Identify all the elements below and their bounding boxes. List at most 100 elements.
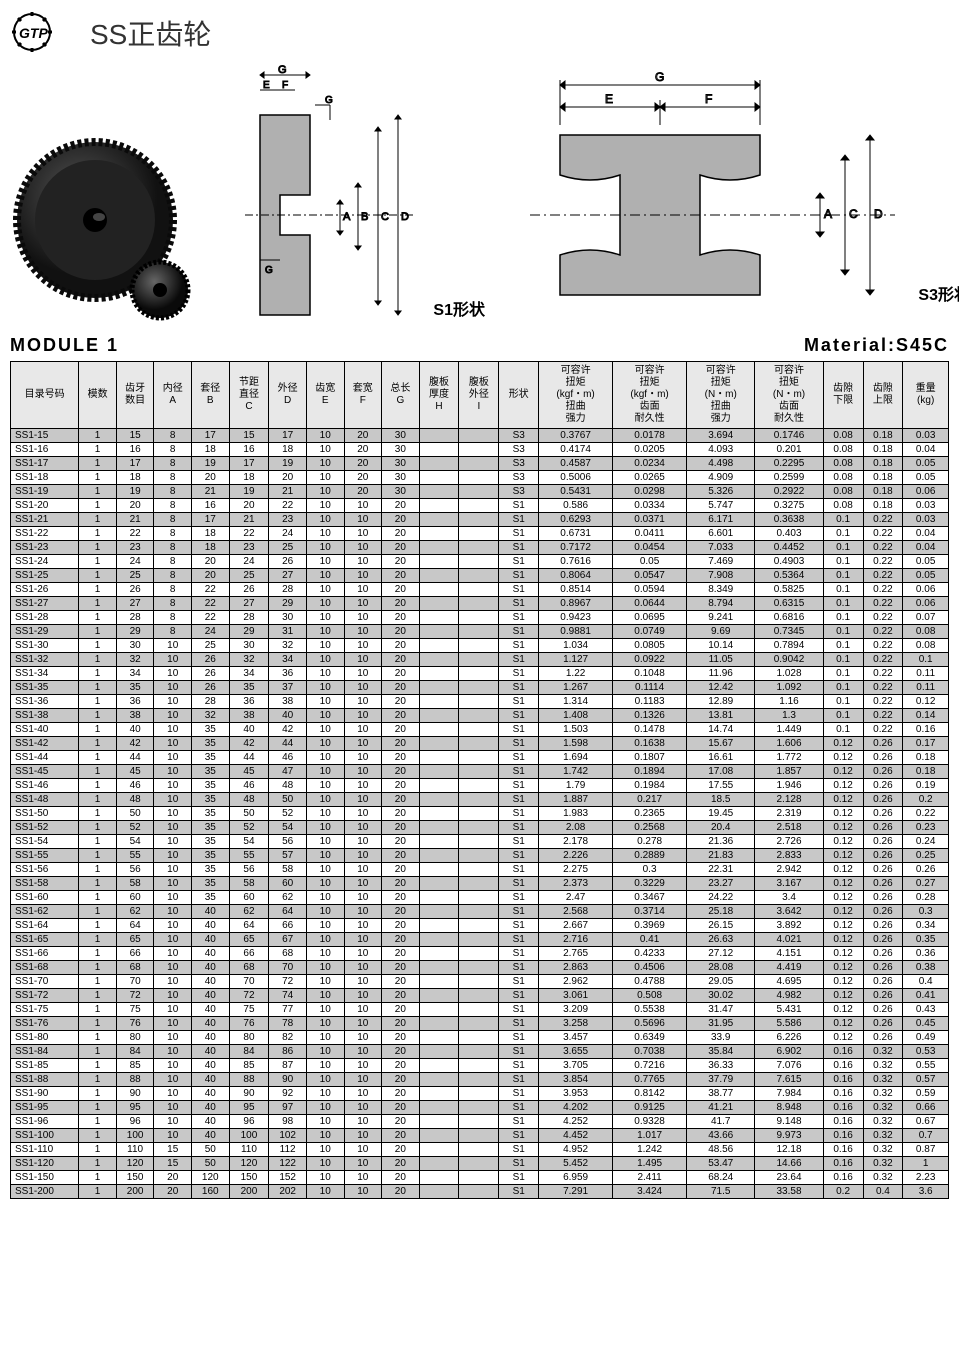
table-cell xyxy=(419,807,459,821)
table-cell: 20 xyxy=(382,1115,420,1129)
table-cell: 80 xyxy=(116,1031,154,1045)
table-cell: 15 xyxy=(229,429,269,443)
table-cell: 18 xyxy=(191,527,229,541)
table-cell: 24 xyxy=(116,555,154,569)
table-cell: 0.1326 xyxy=(613,709,687,723)
table-cell: 0.53 xyxy=(903,1045,949,1059)
table-cell: 20 xyxy=(382,681,420,695)
table-cell: S1 xyxy=(499,919,539,933)
table-cell: SS1-60 xyxy=(11,891,79,905)
table-cell: 10 xyxy=(344,499,382,513)
table-cell: 10 xyxy=(154,667,192,681)
table-cell: 0.12 xyxy=(823,891,863,905)
material-label: Material:S45C xyxy=(804,335,949,356)
table-row: SS1-5615610355658101020S12.2750.322.312.… xyxy=(11,863,949,877)
table-cell: 16 xyxy=(191,499,229,513)
table-cell: 0.4452 xyxy=(755,541,823,555)
table-row: SS1-9519510409597101020S14.2020.912541.2… xyxy=(11,1101,949,1115)
table-cell: 21 xyxy=(269,485,307,499)
table-cell: 10 xyxy=(154,751,192,765)
table-cell: 5.586 xyxy=(755,1017,823,1031)
table-cell: 0.18 xyxy=(863,443,903,457)
table-cell: 10 xyxy=(306,625,344,639)
table-cell xyxy=(419,765,459,779)
table-cell: 0.26 xyxy=(863,1017,903,1031)
table-cell: 112 xyxy=(269,1143,307,1157)
table-cell: 5.431 xyxy=(755,1003,823,1017)
column-header: 套径B xyxy=(191,362,229,429)
table-cell: 10 xyxy=(154,737,192,751)
svg-text:C: C xyxy=(381,211,389,223)
table-cell: 40 xyxy=(269,709,307,723)
table-cell: 20 xyxy=(382,793,420,807)
table-cell: 23 xyxy=(116,541,154,555)
table-cell: 0.26 xyxy=(863,891,903,905)
table-cell: 0.1 xyxy=(823,527,863,541)
table-cell: 0.508 xyxy=(613,989,687,1003)
table-cell: 1.887 xyxy=(539,793,613,807)
table-cell: 34 xyxy=(229,667,269,681)
table-cell: 53.47 xyxy=(687,1157,755,1171)
column-header: 齿牙数目 xyxy=(116,362,154,429)
table-cell: 35 xyxy=(191,849,229,863)
table-cell: 11.05 xyxy=(687,653,755,667)
table-cell: 58 xyxy=(269,863,307,877)
table-cell xyxy=(419,457,459,471)
table-cell: 30.02 xyxy=(687,989,755,1003)
table-row: SS1-11011101550110112101020S14.9521.2424… xyxy=(11,1143,949,1157)
table-cell xyxy=(419,1115,459,1129)
table-cell: 0.4506 xyxy=(613,961,687,975)
table-cell: SS1-56 xyxy=(11,863,79,877)
table-cell: 0.12 xyxy=(823,1003,863,1017)
table-cell: 10 xyxy=(344,513,382,527)
table-cell: 10 xyxy=(306,1101,344,1115)
table-cell: 15 xyxy=(116,429,154,443)
table-cell: 0.3638 xyxy=(755,513,823,527)
column-header: 可容许扭矩(N・m)扭曲强力 xyxy=(687,362,755,429)
table-cell xyxy=(419,863,459,877)
table-cell: 1 xyxy=(79,639,117,653)
table-cell: 1 xyxy=(79,541,117,555)
table-cell: 0.18 xyxy=(863,485,903,499)
table-row: SS1-8818810408890101020S13.8540.776537.7… xyxy=(11,1073,949,1087)
table-cell: 42 xyxy=(269,723,307,737)
page-title: SS正齿轮 xyxy=(90,13,211,53)
table-cell: S1 xyxy=(499,541,539,555)
table-cell: 1.017 xyxy=(613,1129,687,1143)
table-cell: 1 xyxy=(79,625,117,639)
table-cell: 2.518 xyxy=(755,821,823,835)
table-cell: 32 xyxy=(269,639,307,653)
table-cell: 0.1638 xyxy=(613,737,687,751)
table-cell: 65 xyxy=(116,933,154,947)
table-cell: 10 xyxy=(306,779,344,793)
table-cell: 40 xyxy=(191,1003,229,1017)
table-cell: SS1-30 xyxy=(11,639,79,653)
table-cell: 22 xyxy=(229,527,269,541)
table-cell: S1 xyxy=(499,1087,539,1101)
table-cell xyxy=(419,499,459,513)
table-cell: S1 xyxy=(499,569,539,583)
table-cell: 10 xyxy=(154,877,192,891)
table-cell xyxy=(419,1045,459,1059)
table-cell: 0.22 xyxy=(903,807,949,821)
table-cell: 0.12 xyxy=(823,835,863,849)
table-cell: 10 xyxy=(306,597,344,611)
table-cell: 6.902 xyxy=(755,1045,823,1059)
table-cell: 17 xyxy=(191,429,229,443)
table-cell: 0.1 xyxy=(823,723,863,737)
table-cell: 0.26 xyxy=(863,905,903,919)
table-cell: 20 xyxy=(382,1157,420,1171)
table-cell: 22 xyxy=(191,611,229,625)
table-cell: 10 xyxy=(306,457,344,471)
table-cell xyxy=(459,849,499,863)
table-cell: 10 xyxy=(154,1073,192,1087)
table-cell: 10 xyxy=(306,919,344,933)
table-row: SS1-3213210263234101020S11.1270.092211.0… xyxy=(11,653,949,667)
table-cell: 10 xyxy=(306,1059,344,1073)
table-cell: 35 xyxy=(191,737,229,751)
table-cell: SS1-75 xyxy=(11,1003,79,1017)
table-cell: 72 xyxy=(269,975,307,989)
table-cell: SS1-35 xyxy=(11,681,79,695)
table-cell: 0.6315 xyxy=(755,597,823,611)
table-cell: 52 xyxy=(269,807,307,821)
